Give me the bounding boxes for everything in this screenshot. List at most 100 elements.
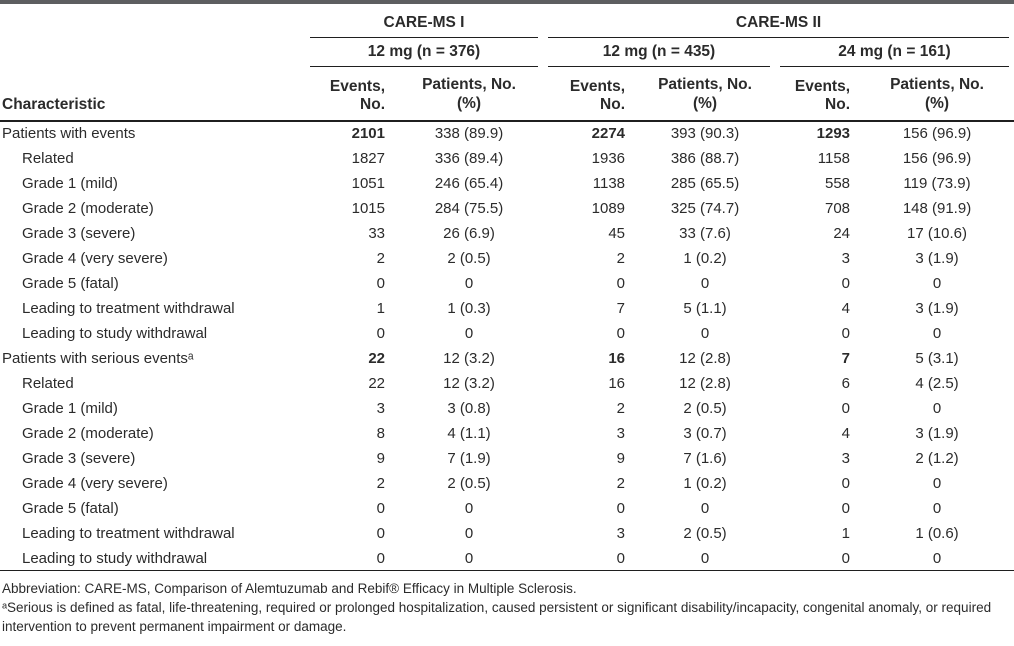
patients-value: 393 (90.3)	[670, 125, 740, 143]
patients-header-2: Patients, No. (%)	[635, 67, 776, 122]
patients-value: 2 (0.5)	[683, 524, 727, 542]
patients-value: 1 (0.6)	[915, 524, 959, 542]
dose-header-24mg-161: 24 mg (n = 161)	[775, 38, 1014, 67]
events-value: 0	[616, 324, 626, 342]
patients-value: 0	[700, 274, 710, 292]
row-label: Grade 4 (very severe)	[22, 474, 168, 492]
events-value: 2	[376, 474, 385, 492]
patients-value: 3 (1.9)	[915, 299, 959, 317]
table-row: Leading to treatment withdrawal 0 0 3 2 (0.5…	[0, 521, 1014, 546]
events-value: 558	[824, 174, 851, 192]
table-row: Grade 3 (severe) 9 7 (1.9) 9 7 (1.6) 3 2 (1.2)	[0, 446, 1014, 471]
events-value: 1158	[817, 149, 851, 167]
events-value: 0	[841, 399, 851, 417]
events-value: 1827	[351, 149, 385, 167]
patients-value: 2 (1.2)	[915, 449, 959, 467]
patients-value: 246 (65.4)	[434, 174, 504, 192]
patients-value: 0	[932, 499, 942, 517]
events-value: 1	[376, 299, 385, 317]
table-row: Leading to study withdrawal 0 0 0 0 0 0	[0, 546, 1014, 571]
characteristic-header: Characteristic	[0, 67, 305, 122]
events-value: 2	[616, 399, 626, 417]
table-body: Patients with events 2101 338 (89.9) 2274 39…	[0, 121, 1014, 571]
patients-value: 3 (1.9)	[915, 424, 959, 442]
events-value: 45	[608, 224, 626, 242]
events-value: 0	[616, 499, 626, 517]
row-label: Leading to study withdrawal	[22, 324, 208, 342]
patients-value: 119 (73.9)	[903, 174, 971, 192]
events-value: 1051	[351, 174, 385, 192]
events-value: 0	[841, 499, 851, 517]
table-row: Grade 4 (very severe) 2 2 (0.5) 2 1 (0.2) 0 0	[0, 471, 1014, 496]
dose-header-12mg-435: 12 mg (n = 435)	[543, 38, 775, 67]
patients-header-line2: (%)	[456, 95, 482, 113]
events-value: 1089	[591, 199, 626, 217]
patients-header-line2: (%)	[924, 95, 950, 113]
patients-value: 12 (3.2)	[443, 374, 495, 392]
footnote-serious-definition: ᵃSerious is defined as fatal, life-threa…	[2, 600, 992, 635]
events-value: 3	[616, 424, 626, 442]
column-header-row: Characteristic Events, No. Patients, No.…	[0, 67, 1014, 122]
patients-value: 336 (89.4)	[434, 149, 504, 167]
adverse-events-table: CARE-MS I CARE-MS II 12 mg (n = 376) 12 …	[0, 4, 1014, 572]
table-row: Grade 5 (fatal) 0 0 0 0 0 0	[0, 271, 1014, 296]
row-label: Grade 1 (mild)	[22, 174, 118, 192]
group-header-care-ms-ii: CARE-MS II	[543, 4, 1014, 38]
patients-value: 325 (74.7)	[670, 199, 740, 217]
table-row: Leading to study withdrawal 0 0 0 0 0 0	[0, 321, 1014, 346]
patients-value: 2 (0.5)	[447, 249, 491, 267]
row-label: Leading to treatment withdrawal	[22, 299, 235, 317]
row-label: Grade 4 (very severe)	[22, 249, 168, 267]
study-group-header-row: CARE-MS I CARE-MS II	[0, 4, 1014, 38]
patients-value: 33 (7.6)	[679, 224, 731, 242]
group-header-care-ms-ii-label: CARE-MS II	[548, 14, 1010, 38]
events-value: 7	[616, 299, 626, 317]
events-value: 708	[824, 199, 851, 217]
table-row: Patients with events 2101 338 (89.9) 2274 39…	[0, 121, 1014, 146]
table-row: Leading to treatment withdrawal 1 1 (0.3) 7…	[0, 296, 1014, 321]
table-row: Grade 1 (mild) 3 3 (0.8) 2 2 (0.5) 0 0	[0, 396, 1014, 421]
events-value: 3	[841, 449, 851, 467]
patients-header-3: Patients, No. (%)	[860, 67, 1014, 122]
row-label: Grade 2 (moderate)	[22, 424, 154, 442]
patients-value: 4 (2.5)	[915, 374, 959, 392]
patients-value: 2 (0.5)	[683, 399, 727, 417]
patients-value: 17 (10.6)	[906, 224, 968, 242]
events-value: 2274	[591, 125, 626, 143]
patients-value: 156 (96.9)	[902, 125, 972, 143]
table-row: Grade 4 (very severe) 2 2 (0.5) 2 1 (0.2) 3 3 …	[0, 246, 1014, 271]
events-value: 2	[376, 249, 385, 267]
events-header-1: Events, No.	[305, 67, 395, 122]
events-value: 2	[616, 249, 626, 267]
patients-value: 7 (1.6)	[683, 449, 727, 467]
events-value: 0	[376, 324, 385, 342]
patients-value: 3 (0.7)	[683, 424, 727, 442]
patients-value: 284 (75.5)	[434, 199, 504, 217]
dose-header-12mg-435-label: 12 mg (n = 435)	[548, 38, 771, 67]
events-value: 9	[616, 449, 626, 467]
events-value: 22	[368, 374, 385, 392]
patients-value: 2 (0.5)	[447, 474, 491, 492]
row-label: Grade 5 (fatal)	[22, 499, 119, 517]
patients-header-line1: Patients, No.	[890, 76, 984, 93]
events-value: 0	[616, 549, 626, 567]
events-value: 3	[616, 524, 626, 542]
table-row: Grade 2 (moderate) 1015 284 (75.5) 1089 325 …	[0, 196, 1014, 221]
patients-value: 285 (65.5)	[670, 174, 740, 192]
header-spacer	[0, 38, 305, 67]
patients-value: 0	[700, 324, 710, 342]
row-label: Grade 3 (severe)	[22, 449, 136, 467]
table-row: Related 22 12 (3.2) 16 12 (2.8) 6 4 (2.5)	[0, 371, 1014, 396]
patients-value: 5 (1.1)	[683, 299, 727, 317]
footnote-abbreviation: Abbreviation: CARE-MS, Comparison of Ale…	[2, 581, 577, 597]
events-value: 22	[368, 349, 385, 367]
dose-header-12mg-376-label: 12 mg (n = 376)	[310, 38, 539, 67]
table-row: Patients with serious eventsᵃ 22 12 (3.2) 1…	[0, 346, 1014, 371]
patients-value: 338 (89.9)	[434, 125, 504, 143]
row-label: Leading to treatment withdrawal	[22, 524, 235, 542]
patients-value: 1 (0.3)	[447, 299, 491, 317]
events-value: 1293	[816, 125, 851, 143]
events-value: 4	[841, 299, 851, 317]
row-label: Grade 2 (moderate)	[22, 199, 154, 217]
patients-value: 0	[932, 399, 942, 417]
